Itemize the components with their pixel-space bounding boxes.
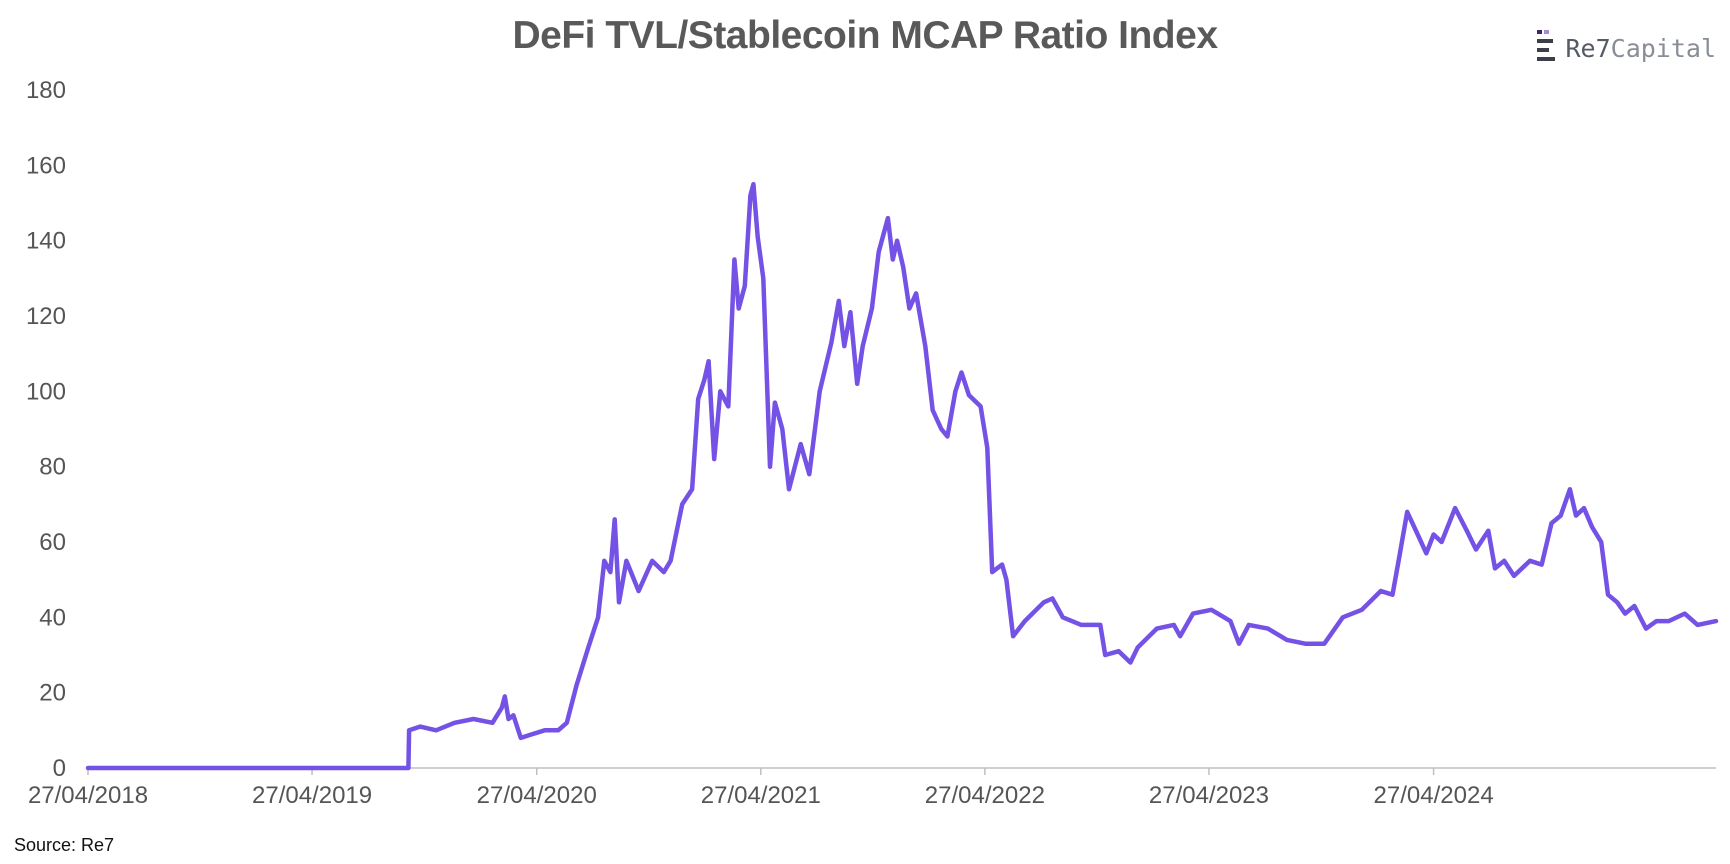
- x-axis: 27/04/2018 27/04/2019 27/04/2020 27/04/2021…: [28, 767, 1716, 809]
- y-axis: 0 20 40 60 80 100 120 140 160 180: [26, 77, 66, 782]
- series-line: [85, 181, 1719, 771]
- x-tick-label: 27/04/2023: [1149, 782, 1269, 809]
- logo-wordmark: Re7Capital: [1565, 34, 1716, 63]
- y-tick-label: 40: [39, 604, 66, 631]
- y-tick-label: 120: [26, 303, 66, 330]
- y-tick-label: 100: [26, 378, 66, 405]
- re7-capital-logo: Re7Capital: [1537, 30, 1716, 66]
- x-tick-label: 27/04/2018: [28, 782, 148, 809]
- y-tick-label: 140: [26, 228, 66, 255]
- logo-text-capital: Capital: [1610, 33, 1716, 63]
- logo-text-re7: Re7: [1565, 33, 1611, 63]
- source-note: Source: Re7: [14, 835, 115, 855]
- x-tick-label: 27/04/2019: [252, 782, 372, 809]
- y-tick-label: 20: [39, 680, 66, 707]
- x-tick-label: 27/04/2022: [925, 782, 1045, 809]
- x-tick-label: 27/04/2020: [477, 782, 597, 809]
- y-tick-label: 60: [39, 529, 66, 556]
- x-tick-label: 27/04/2021: [701, 782, 821, 809]
- chart-title: DeFi TVL/Stablecoin MCAP Ratio Index: [512, 14, 1218, 57]
- re7-logo-icon: [1537, 30, 1556, 61]
- series-layer: [85, 181, 1719, 771]
- y-tick-label: 0: [53, 755, 66, 782]
- y-tick-label: 180: [26, 77, 66, 104]
- y-tick-label: 80: [39, 454, 66, 481]
- x-tick-label: 27/04/2024: [1374, 782, 1494, 809]
- y-tick-label: 160: [26, 152, 66, 179]
